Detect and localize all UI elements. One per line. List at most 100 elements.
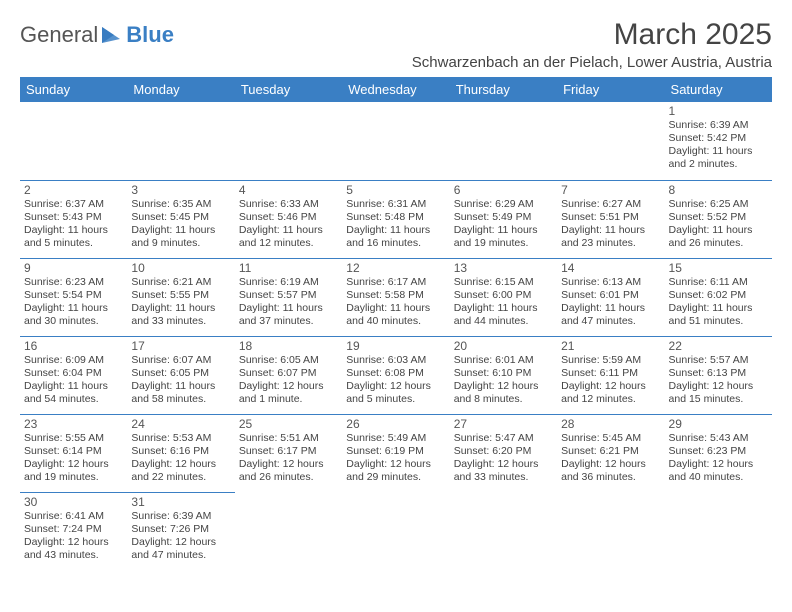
daylight-text: Daylight: 12 hours and 29 minutes. xyxy=(346,458,445,484)
day-number: 8 xyxy=(669,183,768,197)
sunset-text: Sunset: 6:14 PM xyxy=(24,445,123,458)
daylight-text: Daylight: 11 hours and 58 minutes. xyxy=(131,380,230,406)
sunset-text: Sunset: 6:00 PM xyxy=(454,289,553,302)
sunset-text: Sunset: 5:46 PM xyxy=(239,211,338,224)
day-number: 6 xyxy=(454,183,553,197)
daylight-text: Daylight: 12 hours and 12 minutes. xyxy=(561,380,660,406)
logo: General Blue xyxy=(20,22,174,48)
page-title: March 2025 xyxy=(412,18,772,52)
sunset-text: Sunset: 6:16 PM xyxy=(131,445,230,458)
day-number: 24 xyxy=(131,417,230,431)
sunrise-text: Sunrise: 5:45 AM xyxy=(561,432,660,445)
daylight-text: Daylight: 11 hours and 51 minutes. xyxy=(669,302,768,328)
sunrise-text: Sunrise: 6:33 AM xyxy=(239,198,338,211)
day-number: 7 xyxy=(561,183,660,197)
daylight-text: Daylight: 11 hours and 5 minutes. xyxy=(24,224,123,250)
daylight-text: Daylight: 11 hours and 47 minutes. xyxy=(561,302,660,328)
day-info: Sunrise: 6:03 AMSunset: 6:08 PMDaylight:… xyxy=(346,354,445,407)
day-number: 16 xyxy=(24,339,123,353)
calendar-cell: 13Sunrise: 6:15 AMSunset: 6:00 PMDayligh… xyxy=(450,258,557,336)
day-info: Sunrise: 6:33 AMSunset: 5:46 PMDaylight:… xyxy=(239,198,338,251)
day-info: Sunrise: 6:25 AMSunset: 5:52 PMDaylight:… xyxy=(669,198,768,251)
sunset-text: Sunset: 5:58 PM xyxy=(346,289,445,302)
sunrise-text: Sunrise: 5:53 AM xyxy=(131,432,230,445)
day-number: 23 xyxy=(24,417,123,431)
sunset-text: Sunset: 7:26 PM xyxy=(131,523,230,536)
day-info: Sunrise: 6:09 AMSunset: 6:04 PMDaylight:… xyxy=(24,354,123,407)
sunset-text: Sunset: 6:20 PM xyxy=(454,445,553,458)
daylight-text: Daylight: 12 hours and 8 minutes. xyxy=(454,380,553,406)
sunrise-text: Sunrise: 6:19 AM xyxy=(239,276,338,289)
day-number: 15 xyxy=(669,261,768,275)
calendar-cell-empty xyxy=(450,102,557,180)
sunrise-text: Sunrise: 6:09 AM xyxy=(24,354,123,367)
header: General Blue March 2025 Schwarzenbach an… xyxy=(20,18,772,71)
day-info: Sunrise: 6:05 AMSunset: 6:07 PMDaylight:… xyxy=(239,354,338,407)
calendar-cell: 9Sunrise: 6:23 AMSunset: 5:54 PMDaylight… xyxy=(20,258,127,336)
sunrise-text: Sunrise: 5:47 AM xyxy=(454,432,553,445)
sunrise-text: Sunrise: 6:37 AM xyxy=(24,198,123,211)
day-info: Sunrise: 6:01 AMSunset: 6:10 PMDaylight:… xyxy=(454,354,553,407)
calendar-cell-empty xyxy=(557,492,664,570)
sunset-text: Sunset: 6:21 PM xyxy=(561,445,660,458)
day-info: Sunrise: 6:35 AMSunset: 5:45 PMDaylight:… xyxy=(131,198,230,251)
day-number: 20 xyxy=(454,339,553,353)
calendar-cell: 21Sunrise: 5:59 AMSunset: 6:11 PMDayligh… xyxy=(557,336,664,414)
daylight-text: Daylight: 12 hours and 43 minutes. xyxy=(24,536,123,562)
day-number: 17 xyxy=(131,339,230,353)
daylight-text: Daylight: 12 hours and 19 minutes. xyxy=(24,458,123,484)
calendar-cell: 7Sunrise: 6:27 AMSunset: 5:51 PMDaylight… xyxy=(557,180,664,258)
day-info: Sunrise: 6:13 AMSunset: 6:01 PMDaylight:… xyxy=(561,276,660,329)
day-info: Sunrise: 6:23 AMSunset: 5:54 PMDaylight:… xyxy=(24,276,123,329)
day-number: 13 xyxy=(454,261,553,275)
sunrise-text: Sunrise: 6:07 AM xyxy=(131,354,230,367)
sunrise-text: Sunrise: 6:05 AM xyxy=(239,354,338,367)
calendar-cell: 22Sunrise: 5:57 AMSunset: 6:13 PMDayligh… xyxy=(665,336,772,414)
sunrise-text: Sunrise: 5:57 AM xyxy=(669,354,768,367)
calendar-cell: 6Sunrise: 6:29 AMSunset: 5:49 PMDaylight… xyxy=(450,180,557,258)
calendar-cell: 26Sunrise: 5:49 AMSunset: 6:19 PMDayligh… xyxy=(342,414,449,492)
calendar-cell: 12Sunrise: 6:17 AMSunset: 5:58 PMDayligh… xyxy=(342,258,449,336)
day-header: Saturday xyxy=(665,77,772,102)
calendar-cell-empty xyxy=(235,102,342,180)
day-info: Sunrise: 6:39 AMSunset: 5:42 PMDaylight:… xyxy=(669,119,768,172)
sunset-text: Sunset: 5:54 PM xyxy=(24,289,123,302)
calendar-cell-empty xyxy=(557,102,664,180)
day-info: Sunrise: 5:51 AMSunset: 6:17 PMDaylight:… xyxy=(239,432,338,485)
day-info: Sunrise: 5:59 AMSunset: 6:11 PMDaylight:… xyxy=(561,354,660,407)
daylight-text: Daylight: 12 hours and 22 minutes. xyxy=(131,458,230,484)
calendar-cell-empty xyxy=(235,492,342,570)
sunset-text: Sunset: 5:42 PM xyxy=(669,132,768,145)
day-number: 18 xyxy=(239,339,338,353)
day-info: Sunrise: 6:41 AMSunset: 7:24 PMDaylight:… xyxy=(24,510,123,563)
sunset-text: Sunset: 6:19 PM xyxy=(346,445,445,458)
sunrise-text: Sunrise: 5:55 AM xyxy=(24,432,123,445)
calendar-cell-empty xyxy=(450,492,557,570)
calendar-row: 2Sunrise: 6:37 AMSunset: 5:43 PMDaylight… xyxy=(20,180,772,258)
day-number: 3 xyxy=(131,183,230,197)
day-header: Wednesday xyxy=(342,77,449,102)
calendar-cell-empty xyxy=(127,102,234,180)
calendar-row: 16Sunrise: 6:09 AMSunset: 6:04 PMDayligh… xyxy=(20,336,772,414)
sunset-text: Sunset: 5:45 PM xyxy=(131,211,230,224)
calendar-cell: 4Sunrise: 6:33 AMSunset: 5:46 PMDaylight… xyxy=(235,180,342,258)
day-number: 19 xyxy=(346,339,445,353)
calendar-cell: 10Sunrise: 6:21 AMSunset: 5:55 PMDayligh… xyxy=(127,258,234,336)
sunrise-text: Sunrise: 6:25 AM xyxy=(669,198,768,211)
calendar-cell: 25Sunrise: 5:51 AMSunset: 6:17 PMDayligh… xyxy=(235,414,342,492)
day-number: 9 xyxy=(24,261,123,275)
calendar-cell: 15Sunrise: 6:11 AMSunset: 6:02 PMDayligh… xyxy=(665,258,772,336)
day-info: Sunrise: 5:57 AMSunset: 6:13 PMDaylight:… xyxy=(669,354,768,407)
calendar-row: 23Sunrise: 5:55 AMSunset: 6:14 PMDayligh… xyxy=(20,414,772,492)
calendar-cell-empty xyxy=(342,492,449,570)
calendar-cell: 28Sunrise: 5:45 AMSunset: 6:21 PMDayligh… xyxy=(557,414,664,492)
day-info: Sunrise: 6:27 AMSunset: 5:51 PMDaylight:… xyxy=(561,198,660,251)
sunrise-text: Sunrise: 6:17 AM xyxy=(346,276,445,289)
day-number: 26 xyxy=(346,417,445,431)
sunrise-text: Sunrise: 5:51 AM xyxy=(239,432,338,445)
calendar-cell: 5Sunrise: 6:31 AMSunset: 5:48 PMDaylight… xyxy=(342,180,449,258)
day-info: Sunrise: 6:21 AMSunset: 5:55 PMDaylight:… xyxy=(131,276,230,329)
calendar-cell: 19Sunrise: 6:03 AMSunset: 6:08 PMDayligh… xyxy=(342,336,449,414)
sunset-text: Sunset: 6:13 PM xyxy=(669,367,768,380)
logo-text-general: General xyxy=(20,22,98,48)
